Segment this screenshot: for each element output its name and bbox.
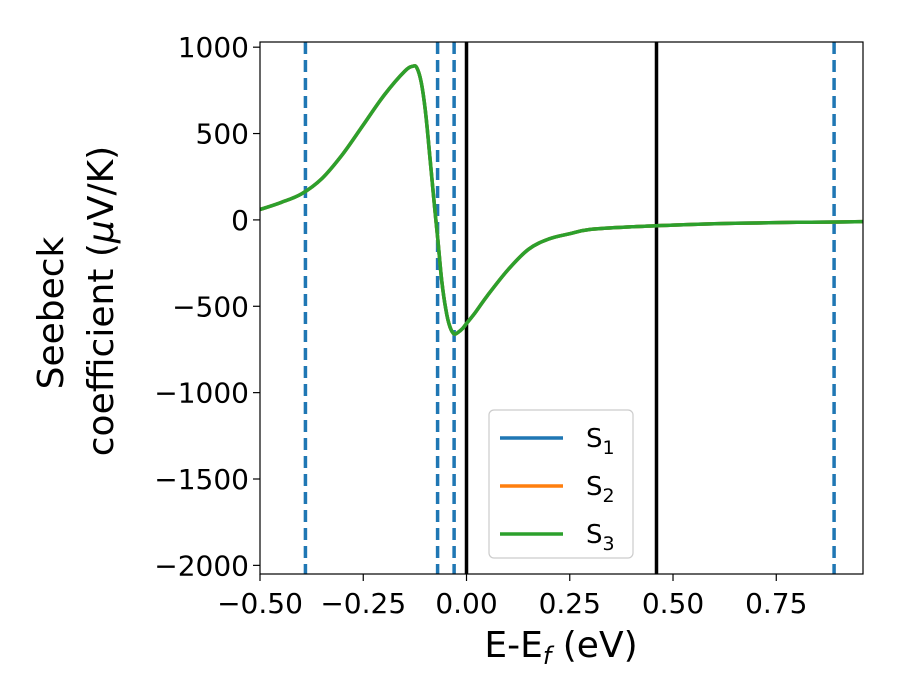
y-axis-label-line1: Seebeck xyxy=(31,236,72,389)
x-tick-label: 0.00 xyxy=(435,587,497,620)
x-axis: −0.50 −0.25 0.00 0.25 0.50 0.75 xyxy=(217,574,807,620)
series-line-s1 xyxy=(260,64,863,336)
x-tick-label: 0.25 xyxy=(539,587,601,620)
x-axis-label: E-Ef (eV) xyxy=(484,625,637,670)
x-tick-label: 0.75 xyxy=(745,587,807,620)
y-tick-label: −1500 xyxy=(154,463,249,496)
y-tick-label: 1000 xyxy=(178,31,249,64)
x-tick-label: 0.50 xyxy=(642,587,704,620)
y-tick-label: −500 xyxy=(172,290,249,323)
reference-lines xyxy=(303,42,836,574)
series-line-s3 xyxy=(260,64,863,336)
legend-label-s2: S2 xyxy=(586,472,615,507)
series-line-s2 xyxy=(260,64,863,336)
series-group xyxy=(260,64,863,336)
legend: S1 S2 S3 xyxy=(488,409,634,559)
legend-box xyxy=(488,409,634,559)
y-tick-label: −2000 xyxy=(154,549,249,582)
legend-label-s1: S1 xyxy=(586,424,615,459)
legend-label-s3: S3 xyxy=(586,520,615,555)
x-tick-label: −0.25 xyxy=(320,587,406,620)
y-tick-label: 0 xyxy=(231,204,249,237)
y-tick-label: 500 xyxy=(196,118,249,151)
y-axis-label-line2: coefficient (μV/K) xyxy=(81,146,122,456)
y-tick-label: −1000 xyxy=(154,377,249,410)
plot-frame xyxy=(259,41,864,575)
y-axis: 1000 500 0 −500 −1000 −1500 −2000 xyxy=(154,31,260,582)
x-tick-label: −0.50 xyxy=(217,587,303,620)
